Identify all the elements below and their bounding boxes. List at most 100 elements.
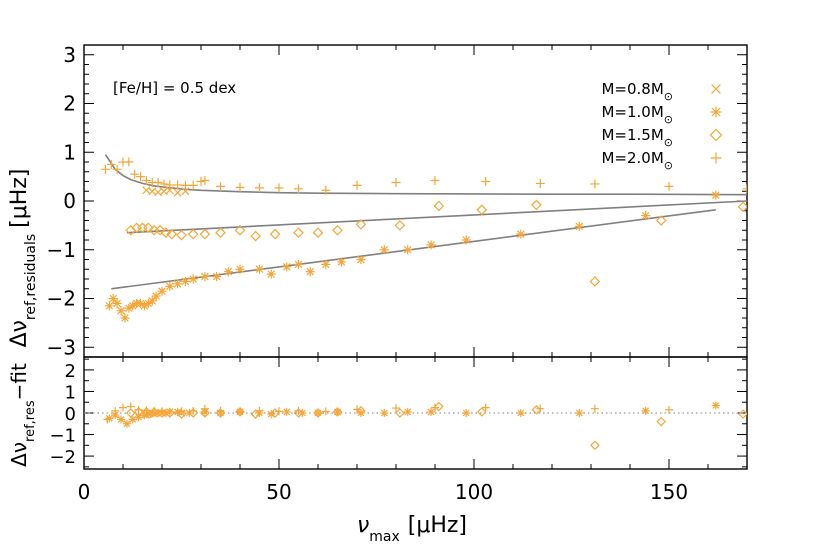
- main-point-plus: [200, 176, 210, 186]
- main-point-diamond: [154, 224, 166, 236]
- residual-point-diamond: [531, 404, 542, 415]
- main-point-diamond: [166, 228, 178, 240]
- main-point-plus: [274, 183, 284, 193]
- main-point-diamond: [737, 201, 747, 213]
- legend-entry-0: M=0.8M⊙: [601, 80, 673, 103]
- residual-point-plus: [275, 407, 283, 416]
- main-point-plus: [216, 181, 225, 191]
- legend-marker-asterisk: [710, 106, 722, 118]
- main-point-asterisk: [321, 259, 331, 269]
- main-point-diamond: [589, 276, 601, 287]
- main-point-asterisk: [112, 298, 122, 308]
- main-point-asterisk: [426, 240, 436, 250]
- main-point-asterisk: [255, 264, 264, 274]
- main-y-axis-label-unit: [μHz]: [7, 169, 32, 228]
- residual-point-diamond: [590, 440, 600, 451]
- main-point-asterisk: [516, 229, 526, 239]
- legend-entry-1: M=1.0M⊙: [601, 103, 673, 126]
- legend-marker-x: [711, 84, 721, 94]
- main-point-asterisk: [294, 259, 303, 269]
- main-y-tick-label: 1: [63, 140, 76, 164]
- residual-point-asterisk: [146, 410, 155, 419]
- residual-y-axis-label-suffix: −fit: [7, 363, 31, 400]
- residual-point-asterisk: [216, 409, 225, 417]
- legend-label-2-sun: ⊙: [664, 136, 673, 149]
- residual-point-plus: [665, 405, 673, 414]
- residual-point-plus: [481, 403, 490, 412]
- main-point-asterisk: [223, 267, 233, 277]
- residual-point-asterisk: [255, 409, 264, 417]
- main-point-diamond: [199, 228, 211, 240]
- residual-point-diamond: [395, 408, 405, 418]
- main-point-diamond: [176, 229, 187, 241]
- main-point-diamond: [394, 220, 406, 231]
- residual-x-tick-label: 100: [455, 480, 493, 504]
- main-point-plus: [180, 180, 190, 190]
- main-y-tick-label: 3: [63, 43, 76, 67]
- main-point-diamond: [160, 227, 172, 239]
- main-point-plus: [391, 177, 401, 187]
- main-point-x: [165, 186, 174, 195]
- residual-point-asterisk: [128, 415, 137, 424]
- residual-y-tick-label: −1: [49, 426, 76, 447]
- main-point-asterisk: [151, 291, 161, 301]
- main-point-diamond: [312, 227, 324, 239]
- residual-point-plus: [119, 403, 127, 412]
- main-y-axis-label: Δνref,residuals [μHz]: [7, 169, 39, 348]
- residual-point-plus: [536, 404, 545, 413]
- main-point-asterisk: [379, 245, 389, 255]
- residual-y-tick-label: 1: [65, 382, 76, 403]
- main-point-asterisk: [356, 255, 366, 264]
- residual-x-tick-label: 0: [78, 480, 91, 504]
- main-point-plus: [188, 180, 198, 190]
- main-point-plus: [430, 176, 440, 186]
- main-point-plus: [159, 179, 169, 189]
- main-point-diamond: [531, 199, 542, 211]
- main-point-asterisk: [108, 294, 118, 303]
- residual-point-asterisk: [516, 409, 525, 417]
- residual-point-asterisk: [154, 409, 163, 417]
- residual-y-axis-label: Δνref,res−fit: [7, 363, 38, 467]
- residual-point-asterisk: [117, 415, 126, 424]
- main-point-diamond: [655, 215, 667, 226]
- main-point-plus: [352, 180, 362, 190]
- main-point-diamond: [293, 227, 304, 239]
- main-y-tick-label: −2: [47, 287, 76, 311]
- residual-y-tick-label: 2: [65, 361, 76, 382]
- main-fit-line-0: [104, 154, 747, 196]
- main-point-asterisk: [165, 281, 175, 291]
- main-point-diamond: [433, 200, 445, 212]
- main-point-asterisk: [124, 303, 134, 313]
- main-point-asterisk: [104, 301, 114, 311]
- residual-point-asterisk: [267, 410, 276, 419]
- residual-point-asterisk: [403, 407, 412, 416]
- residual-point-diamond: [270, 408, 280, 418]
- main-point-asterisk: [711, 190, 721, 200]
- main-point-plus: [590, 179, 600, 189]
- legend-label-1: M=1.0M⊙: [601, 103, 673, 126]
- main-point-diamond: [234, 224, 246, 236]
- main-point-plus: [106, 159, 116, 169]
- main-point-asterisk: [235, 264, 245, 274]
- residual-point-diamond: [149, 407, 160, 417]
- main-point-asterisk: [143, 298, 153, 308]
- x-axis-label: νmax [μHz]: [357, 513, 467, 545]
- legend-label-2-text: M=1.5M: [601, 126, 663, 144]
- main-point-plus: [173, 180, 183, 190]
- residual-point-asterisk: [173, 407, 182, 416]
- main-point-plus: [165, 180, 175, 190]
- residual-point-asterisk: [185, 409, 194, 417]
- main-point-asterisk: [173, 279, 183, 289]
- residual-point-asterisk: [122, 419, 131, 428]
- main-point-asterisk: [461, 235, 471, 245]
- main-point-asterisk: [147, 296, 157, 306]
- main-point-asterisk: [128, 301, 138, 311]
- main-point-plus: [153, 177, 163, 187]
- main-point-plus: [100, 164, 110, 174]
- residual-point-plus: [321, 407, 330, 416]
- main-point-asterisk: [188, 274, 198, 284]
- main-point-asterisk: [136, 298, 146, 308]
- main-point-x: [181, 187, 190, 196]
- main-point-asterisk: [282, 262, 292, 272]
